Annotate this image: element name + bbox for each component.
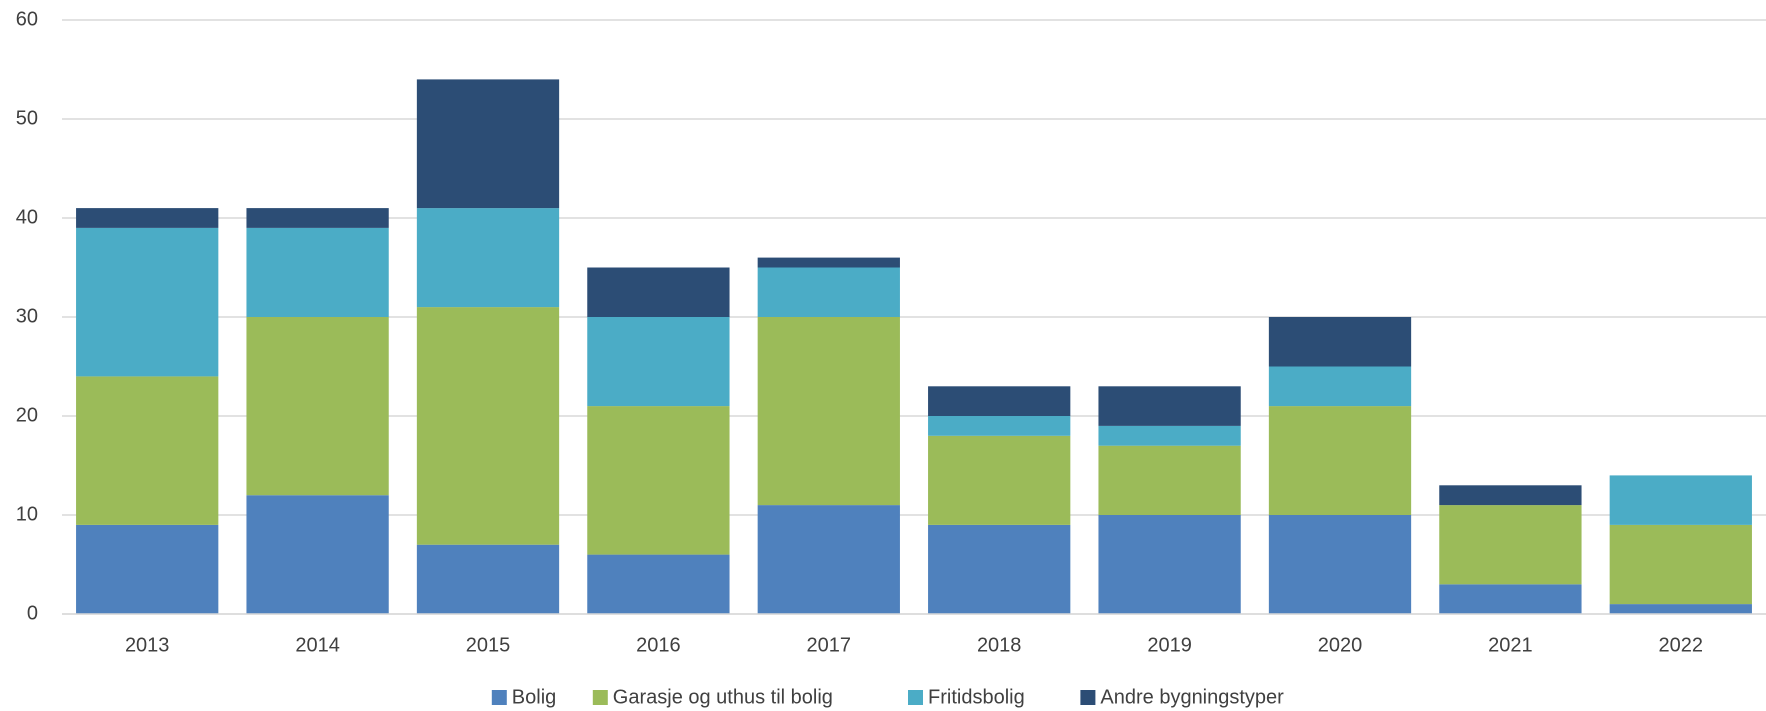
x-tick-label: 2013: [125, 634, 170, 656]
y-tick-label: 40: [16, 206, 38, 228]
y-tick-label: 20: [16, 404, 38, 426]
bar-segment: [1268, 406, 1412, 515]
bar-segment: [416, 208, 560, 308]
y-tick-label: 0: [27, 602, 38, 624]
bar-segment: [928, 524, 1071, 614]
legend-label: Andre bygningstyper: [1100, 686, 1284, 708]
x-tick-label: 2022: [1659, 634, 1704, 656]
bar-segment: [76, 524, 219, 614]
bar-segment: [1268, 515, 1412, 614]
x-tick-label: 2021: [1488, 634, 1533, 656]
bar-segment: [587, 267, 730, 317]
x-tick-label: 2017: [807, 634, 852, 656]
y-tick-label: 10: [16, 503, 38, 525]
y-tick-label: 50: [16, 107, 38, 129]
bar-segment: [246, 227, 389, 317]
bar-segment: [416, 79, 560, 209]
bar-segment: [1439, 505, 1582, 585]
bar-segment: [587, 406, 730, 555]
x-tick-label: 2014: [295, 634, 340, 656]
bar-segment: [76, 376, 219, 525]
bar-segment: [1439, 584, 1582, 614]
x-tick-label: 2020: [1318, 634, 1363, 656]
legend-label: Fritidsbolig: [928, 686, 1025, 708]
bar-segment: [587, 554, 730, 614]
x-tick-label: 2018: [977, 634, 1022, 656]
bar-segment: [246, 317, 389, 496]
x-tick-label: 2015: [466, 634, 511, 656]
bar-segment: [1609, 475, 1752, 525]
bar-segment: [757, 257, 900, 268]
bar-segment: [928, 416, 1071, 436]
bar-segment: [76, 208, 219, 228]
bar-segment: [1098, 425, 1241, 446]
bar-segment: [1609, 524, 1752, 605]
x-tick-label: 2019: [1147, 634, 1192, 656]
bar-segment: [1609, 604, 1752, 614]
bar-segment: [416, 307, 560, 545]
bar-segment: [1268, 366, 1412, 407]
bar-segment: [1098, 445, 1241, 515]
bar-segment: [246, 495, 389, 614]
legend-label: Bolig: [512, 686, 556, 708]
y-tick-label: 60: [16, 8, 38, 30]
legend-swatch: [908, 690, 923, 705]
bar-segment: [928, 435, 1071, 525]
bar-segment: [246, 208, 389, 228]
bar-segment: [416, 544, 560, 614]
bar-segment: [1439, 485, 1582, 506]
legend-swatch: [1080, 690, 1096, 705]
bar-segment: [1098, 515, 1241, 614]
legend-label: Garasje og uthus til bolig: [613, 686, 833, 708]
bar-segment: [1268, 317, 1412, 367]
legend-swatch: [592, 690, 608, 705]
y-tick-label: 30: [16, 305, 38, 327]
legend-swatch: [491, 690, 507, 705]
x-tick-label: 2016: [636, 634, 681, 656]
bar-segment: [757, 317, 900, 506]
bar-segment: [76, 227, 219, 377]
bar-segment: [757, 505, 900, 614]
bar-segment: [928, 386, 1071, 416]
bar-segment: [757, 267, 900, 317]
bar-segment: [587, 317, 730, 407]
bar-segment: [1098, 386, 1241, 426]
